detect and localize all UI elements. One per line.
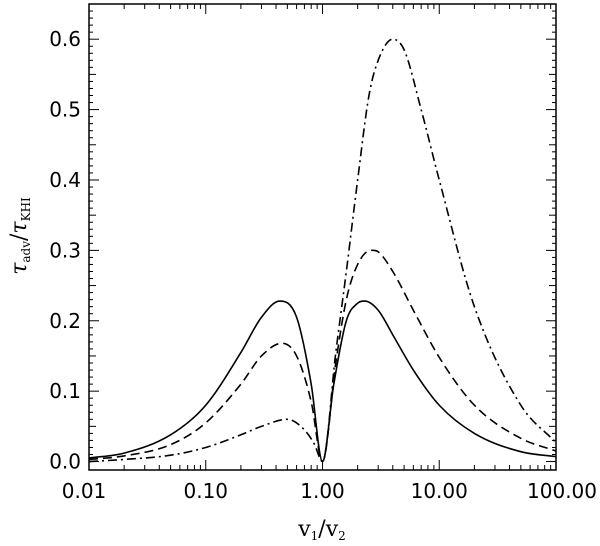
y-axis-label-sub2: KHI — [19, 197, 33, 221]
y-axis-label-sub1: adv — [19, 241, 33, 263]
y-tick-label: 0.6 — [49, 27, 81, 51]
x-axis-label-main: v — [297, 517, 311, 542]
x-axis-label: v1/v2 — [297, 517, 346, 543]
y-tick-label: 0.4 — [49, 168, 81, 192]
y-tick-label: 0.5 — [49, 98, 81, 122]
x-tick-label: 0.10 — [183, 479, 228, 503]
x-tick-label: 0.01 — [62, 479, 107, 503]
series-line-dashdot — [88, 38, 557, 463]
axis-tick-labels: 0.01 0.10 1.00 10.00 100.00 0.0 0.1 0.2 0.3 0.4 0.… — [49, 27, 597, 503]
x-tick-label: 1.00 — [300, 479, 345, 503]
series-line-solid — [88, 300, 557, 463]
y-tick-label: 0.0 — [49, 450, 81, 474]
x-tick-label: 10.00 — [411, 479, 468, 503]
x-axis-label-sub2: 2 — [338, 529, 346, 543]
y-tick-label: 0.2 — [49, 309, 81, 333]
y-axis-label-slash: / — [7, 233, 32, 241]
y-tick-label: 0.3 — [49, 238, 81, 262]
y-axis-label: τadv/τKHI — [7, 197, 33, 275]
x-axis-label-slash: / — [318, 517, 326, 542]
plot-frame — [88, 3, 557, 471]
x-axis-label-sub1: 1 — [311, 529, 319, 543]
x-axis-label-main2: v — [325, 517, 339, 542]
y-axis-label-main: τ — [7, 262, 32, 275]
series-line-dashed — [88, 249, 557, 463]
axis-ticks — [88, 4, 557, 470]
x-tick-label: 100.00 — [527, 479, 597, 503]
chart-series — [88, 38, 557, 463]
y-tick-label: 0.1 — [49, 379, 81, 403]
y-axis-label-main2: τ — [7, 221, 32, 234]
